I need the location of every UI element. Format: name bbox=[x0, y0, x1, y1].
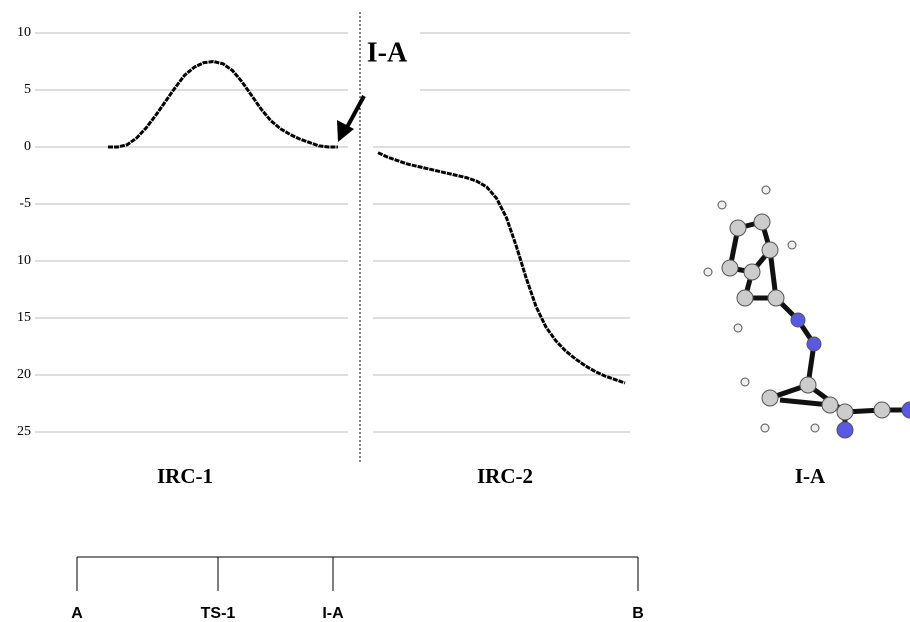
molecule bbox=[730, 222, 910, 430]
annotation: I-A bbox=[367, 37, 408, 68]
y-tick-label: -5 bbox=[19, 196, 31, 211]
path-label: TS-1 bbox=[201, 605, 236, 622]
path-label: B bbox=[632, 605, 644, 622]
path-label: A bbox=[71, 605, 83, 622]
reaction-path: A TS-1 I-A B bbox=[71, 557, 644, 622]
page: {"chart_data": {"type": "line", "ylim": … bbox=[0, 0, 910, 622]
irc-line bbox=[378, 153, 625, 383]
irc-line bbox=[108, 62, 338, 148]
figure: 25 20 15 10 -5 0 5 10 I-A I-A A TS-1 I-A B IRC-1 IR… bbox=[0, 0, 910, 622]
y-tick-label: 15 bbox=[17, 310, 31, 325]
panel-label: IRC-2 bbox=[477, 464, 533, 488]
y-tick-label: 20 bbox=[17, 367, 31, 382]
panel-label: IRC-1 bbox=[157, 464, 213, 488]
grid-layer: 25 20 15 10 -5 0 5 10 bbox=[17, 25, 630, 439]
path-label: I-A bbox=[322, 605, 344, 622]
y-tick-label: 5 bbox=[24, 82, 31, 97]
structure-label: I-A bbox=[795, 464, 826, 488]
data-layer bbox=[108, 62, 625, 383]
y-tick-label: 25 bbox=[17, 424, 31, 439]
y-tick-label: 0 bbox=[24, 139, 31, 154]
y-tick-label: 10 bbox=[17, 25, 31, 40]
y-tick-label: 10 bbox=[17, 253, 31, 268]
